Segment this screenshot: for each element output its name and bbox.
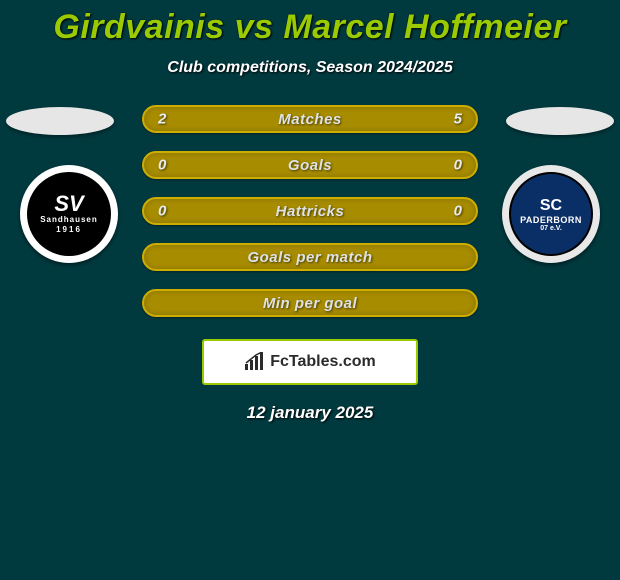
right-crest-line3: 07 e.V. bbox=[540, 225, 562, 232]
stats-bars: 2 Matches 5 0 Goals 0 0 Hattricks 0 Goal… bbox=[142, 105, 478, 317]
stat-label: Matches bbox=[278, 111, 342, 128]
stat-row-hattricks: 0 Hattricks 0 bbox=[142, 197, 478, 225]
stat-label: Min per goal bbox=[263, 295, 357, 312]
right-team-crest: SC PADERBORN 07 e.V. bbox=[502, 165, 600, 263]
left-country-flag bbox=[6, 107, 114, 135]
stat-left-value: 0 bbox=[158, 203, 166, 220]
right-crest-line2: PADERBORN bbox=[520, 215, 582, 225]
left-crest-line3: 1916 bbox=[56, 225, 82, 234]
stat-left-value: 0 bbox=[158, 157, 166, 174]
stat-row-matches: 2 Matches 5 bbox=[142, 105, 478, 133]
stat-label: Goals per match bbox=[247, 249, 372, 266]
page-subtitle: Club competitions, Season 2024/2025 bbox=[0, 59, 620, 77]
stat-label: Hattricks bbox=[276, 203, 345, 220]
bar-chart-icon bbox=[244, 352, 266, 372]
left-crest-line2: Sandhausen bbox=[40, 215, 98, 224]
stat-row-goals: 0 Goals 0 bbox=[142, 151, 478, 179]
stat-row-min-per-goal: Min per goal bbox=[142, 289, 478, 317]
page-title: Girdvainis vs Marcel Hoffmeier bbox=[0, 0, 620, 47]
stat-left-value: 2 bbox=[158, 111, 166, 128]
stat-right-value: 5 bbox=[454, 111, 462, 128]
left-crest-line1: SV bbox=[54, 194, 83, 214]
brand-badge: FcTables.com bbox=[202, 339, 418, 385]
left-team-crest: SV Sandhausen 1916 bbox=[20, 165, 118, 263]
right-country-flag bbox=[506, 107, 614, 135]
stat-right-value: 0 bbox=[454, 157, 462, 174]
snapshot-date: 12 january 2025 bbox=[0, 403, 620, 423]
stat-label: Goals bbox=[288, 157, 332, 174]
stat-right-value: 0 bbox=[454, 203, 462, 220]
comparison-arena: SV Sandhausen 1916 SC PADERBORN 07 e.V. … bbox=[0, 105, 620, 423]
right-crest-line1: SC bbox=[540, 197, 562, 215]
brand-text: FcTables.com bbox=[270, 353, 376, 371]
stat-row-goals-per-match: Goals per match bbox=[142, 243, 478, 271]
